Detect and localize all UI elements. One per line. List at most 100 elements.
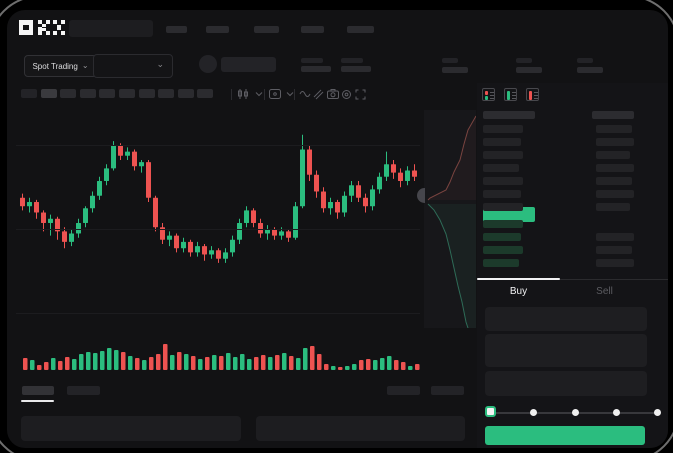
- candle: [27, 202, 32, 207]
- bottom-tab[interactable]: [67, 386, 100, 395]
- slider-dot[interactable]: [612, 409, 620, 416]
- order-price-field[interactable]: [485, 307, 647, 331]
- ask-row-price[interactable]: [483, 138, 521, 146]
- slider-dot[interactable]: [530, 409, 538, 416]
- timeframe-button[interactable]: [79, 89, 96, 98]
- candle: [314, 174, 319, 192]
- volume-bar: [93, 353, 98, 370]
- gridline: [16, 229, 420, 231]
- depth-chart: [424, 110, 477, 329]
- mini-dash: [490, 95, 494, 96]
- volume-bar: [79, 354, 84, 370]
- okx-logo: [19, 19, 65, 41]
- timeframe-button[interactable]: [60, 89, 77, 98]
- volume-bar: [30, 360, 35, 370]
- depth-panel-toggle[interactable]: [417, 188, 425, 203]
- compare-icon[interactable]: [312, 88, 325, 100]
- ask-mini-bar: [529, 91, 532, 100]
- wave-indicator-icon[interactable]: [298, 88, 311, 100]
- timeframe-button[interactable]: [40, 89, 57, 98]
- ask-row-price[interactable]: [483, 125, 523, 133]
- candle: [181, 241, 186, 249]
- buy-submit-button[interactable]: [485, 426, 645, 445]
- order-total-field[interactable]: [485, 371, 647, 396]
- candle: [398, 172, 403, 181]
- volume-bar: [359, 360, 364, 370]
- nav-item[interactable]: [347, 26, 374, 33]
- camera-icon[interactable]: [326, 88, 339, 100]
- bid-row-price[interactable]: [483, 259, 519, 267]
- market-type-selector[interactable]: Spot Trading ⌄: [24, 55, 97, 77]
- volume-bar: [338, 367, 343, 370]
- timeframe-button[interactable]: [138, 89, 155, 98]
- tab-buy[interactable]: Buy: [509, 286, 528, 297]
- volume-bar: [114, 350, 119, 370]
- chevron-down-icon[interactable]: [252, 88, 265, 100]
- chart-type-icon[interactable]: [236, 88, 249, 100]
- settings-icon[interactable]: [340, 88, 353, 100]
- search-input[interactable]: [69, 20, 153, 37]
- volume-bar: [86, 352, 91, 370]
- bid-row-price[interactable]: [483, 233, 521, 241]
- volume-bar: [366, 359, 371, 370]
- orderbook-asks-only-icon[interactable]: [526, 88, 539, 101]
- nav-item[interactable]: [206, 26, 229, 33]
- volume-bar: [345, 366, 350, 370]
- timeframe-button[interactable]: [99, 89, 116, 98]
- volume-bar: [268, 357, 273, 370]
- candle: [251, 210, 256, 223]
- fullscreen-icon[interactable]: [354, 88, 367, 100]
- mini-stat-value: [341, 66, 371, 72]
- volume-bar: [72, 359, 77, 370]
- bid-row-price[interactable]: [483, 220, 523, 228]
- nav-item[interactable]: [254, 26, 279, 33]
- orderbook-bids-only-icon[interactable]: [504, 88, 517, 101]
- bottom-panel-right: [256, 416, 465, 441]
- gridline: [16, 145, 420, 147]
- nav-item[interactable]: [301, 26, 324, 33]
- volume-bar: [205, 357, 210, 370]
- candle: [104, 168, 109, 181]
- timeframe-button[interactable]: [197, 89, 214, 98]
- candle: [258, 223, 263, 234]
- timeframe-button[interactable]: [177, 89, 194, 98]
- bottom-action-placeholder[interactable]: [431, 386, 464, 395]
- slider-dot[interactable]: [571, 409, 579, 416]
- candle: [230, 239, 235, 253]
- candle: [125, 151, 130, 156]
- order-amount-field[interactable]: [485, 334, 647, 367]
- stat-label: [577, 58, 593, 63]
- volume-bar: [121, 352, 126, 370]
- timeframe-button[interactable]: [158, 89, 175, 98]
- candlestick-chart[interactable]: [16, 110, 420, 333]
- bid-row-price[interactable]: [483, 246, 523, 254]
- candle: [307, 149, 312, 175]
- slider-handle[interactable]: [485, 406, 496, 417]
- slider-dot[interactable]: [654, 409, 662, 416]
- ask-row-price[interactable]: [483, 151, 523, 159]
- market-type-label: Spot Trading: [32, 61, 78, 71]
- ask-mini-bar: [485, 91, 488, 95]
- volume-bar: [352, 364, 357, 370]
- chevron-down-icon[interactable]: [283, 88, 296, 100]
- orderbook-both-icon[interactable]: [482, 88, 495, 101]
- tab-sell[interactable]: Sell: [596, 286, 613, 297]
- bid-mini-bar: [485, 96, 488, 100]
- volume-bar: [373, 360, 378, 370]
- ask-row-price[interactable]: [483, 177, 523, 185]
- volume-bar: [170, 355, 175, 370]
- indicator-badge-icon[interactable]: [268, 88, 281, 100]
- timeframe-button[interactable]: [119, 89, 135, 98]
- candle: [300, 149, 305, 207]
- ask-row-price[interactable]: [483, 203, 523, 211]
- volume-bar: [275, 355, 280, 370]
- ask-row-price[interactable]: [483, 164, 519, 172]
- trading-pair-selector[interactable]: ⌄: [93, 54, 173, 78]
- bottom-action-placeholder[interactable]: [387, 386, 420, 395]
- bottom-tab-active[interactable]: [22, 386, 54, 395]
- volume-bar: [331, 366, 336, 370]
- nav-item[interactable]: [166, 26, 187, 33]
- volume-bar: [219, 356, 224, 370]
- ask-row-price[interactable]: [483, 190, 521, 198]
- timeframe-button[interactable]: [21, 89, 37, 98]
